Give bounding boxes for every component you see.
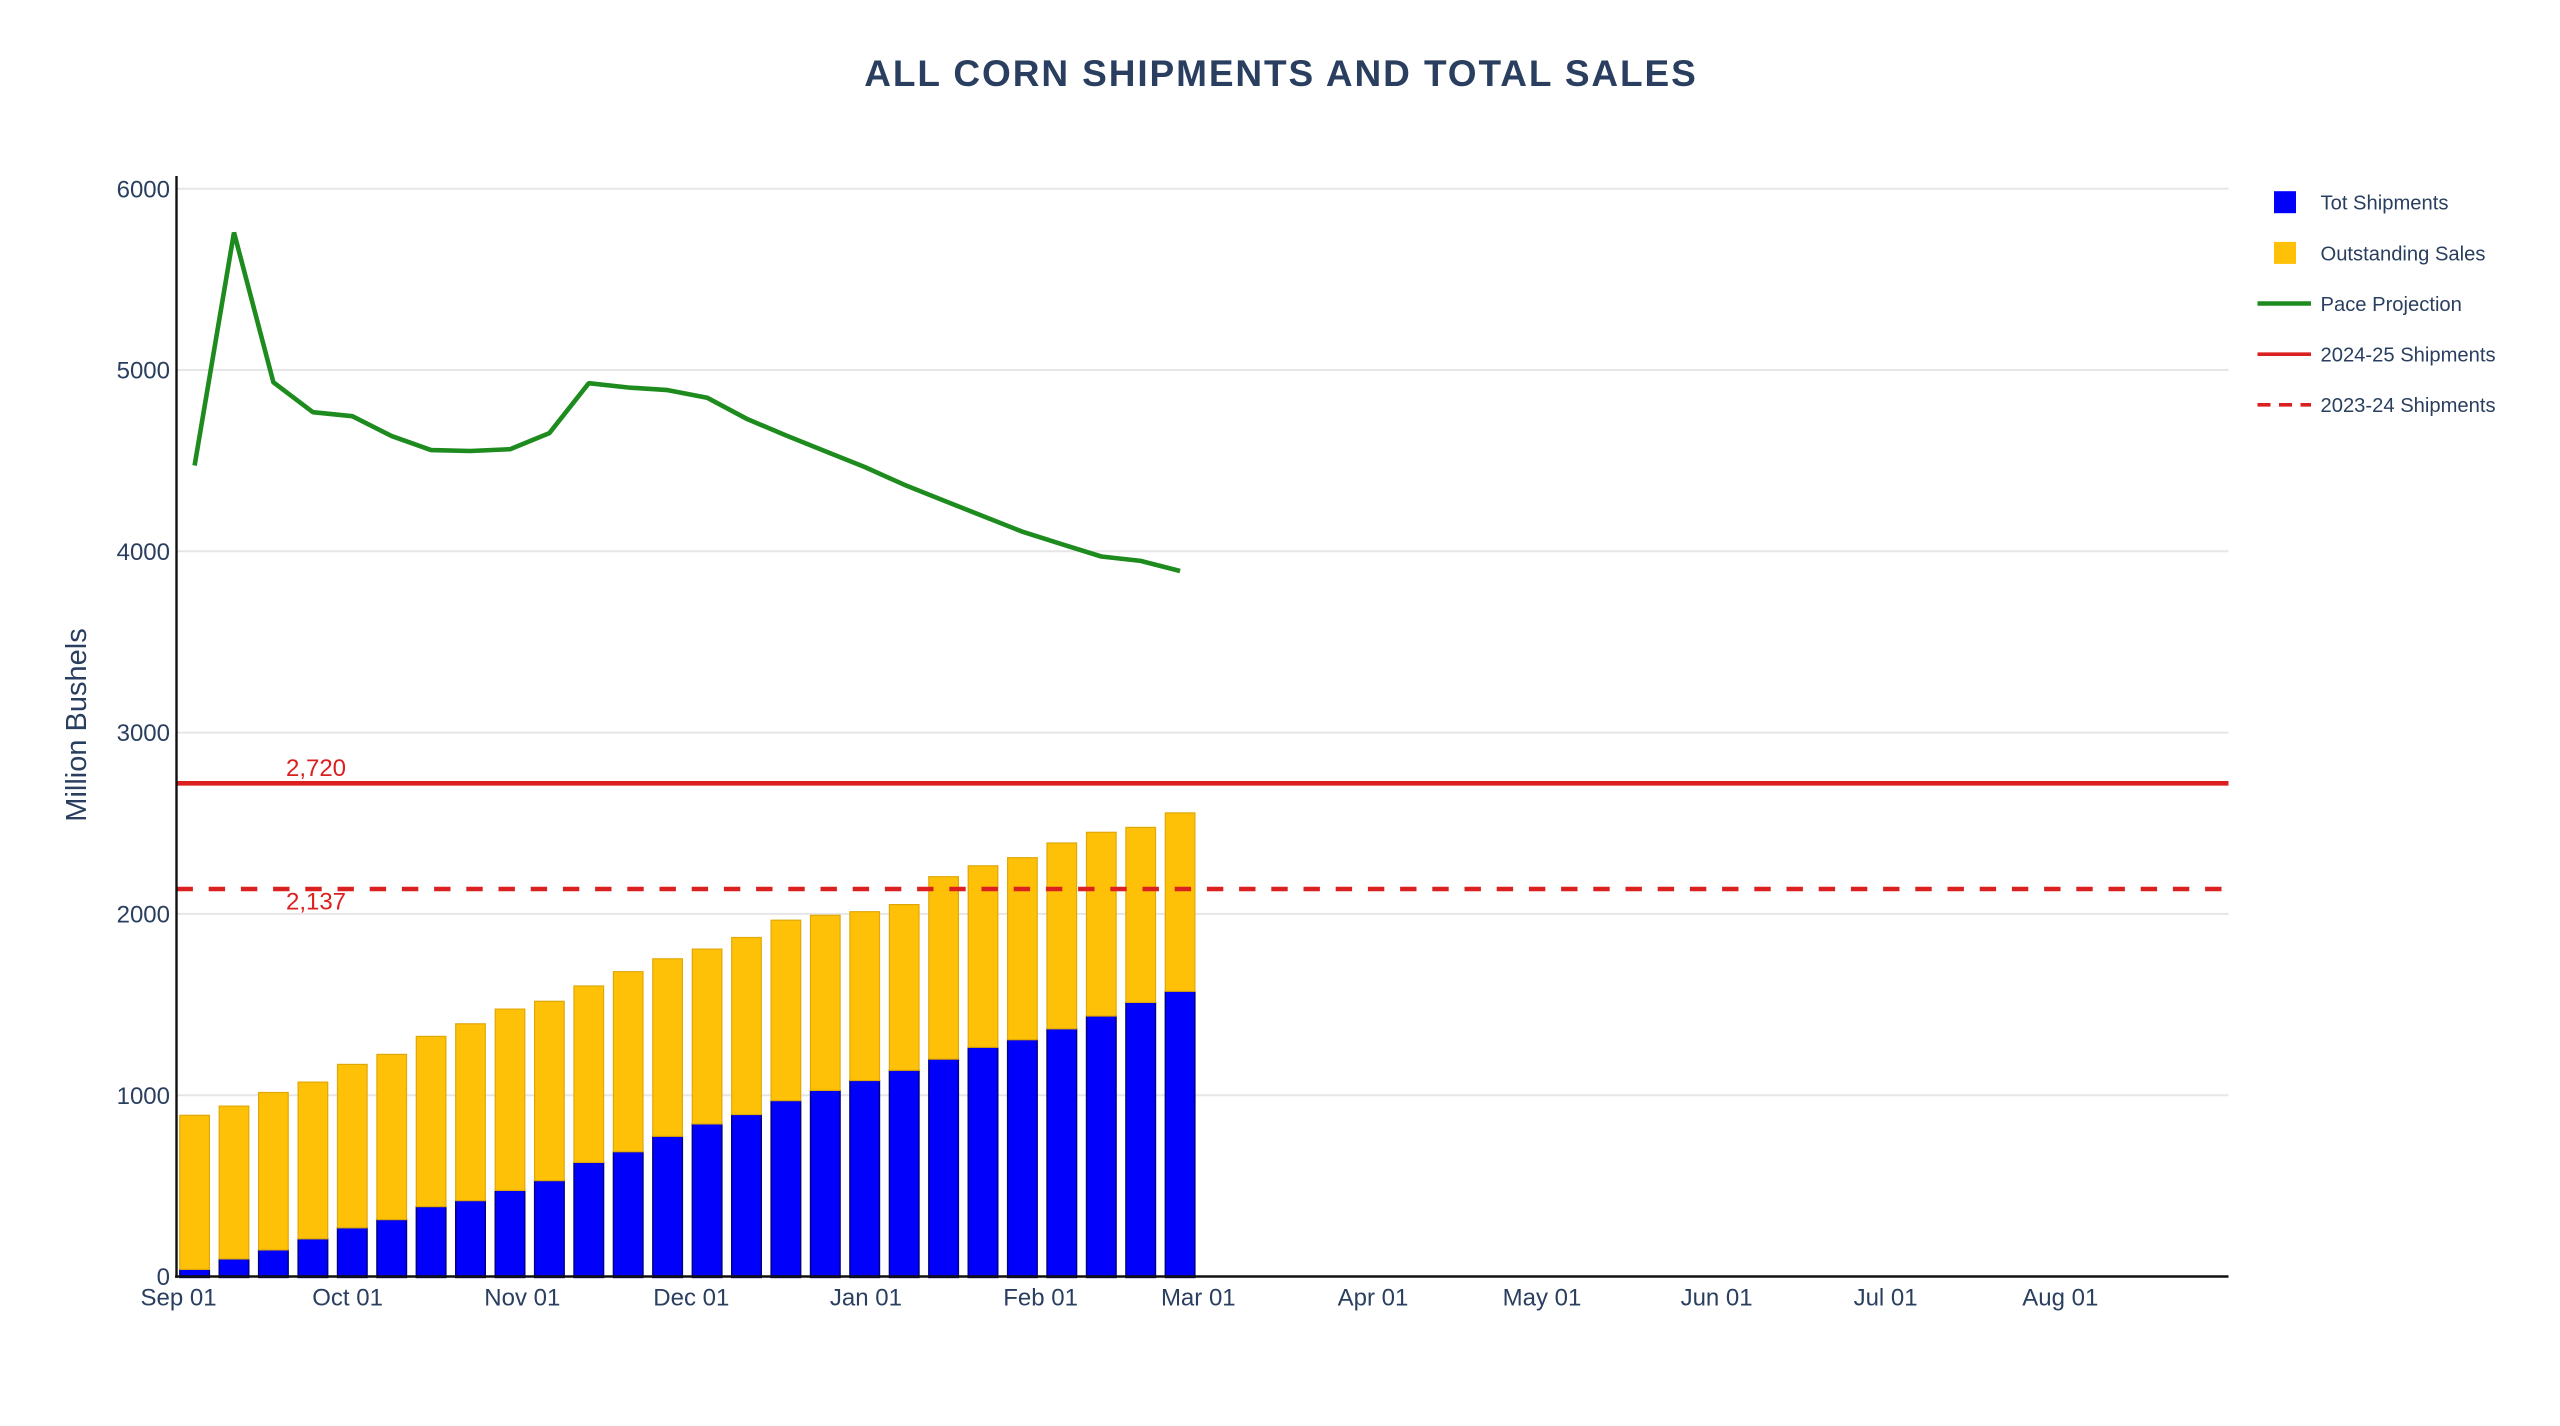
svg-text:5000: 5000 bbox=[117, 358, 170, 385]
svg-text:0: 0 bbox=[157, 1264, 170, 1291]
svg-text:1000: 1000 bbox=[117, 1083, 170, 1110]
svg-text:2024-25 Shipments: 2024-25 Shipments bbox=[2321, 345, 2496, 367]
svg-text:Outstanding Sales: Outstanding Sales bbox=[2321, 243, 2486, 265]
svg-text:Sep 01: Sep 01 bbox=[141, 1285, 217, 1312]
svg-text:Jan 01: Jan 01 bbox=[830, 1285, 902, 1312]
svg-text:ALL CORN SHIPMENTS AND TOTAL S: ALL CORN SHIPMENTS AND TOTAL SALES bbox=[864, 53, 1697, 94]
svg-text:6000: 6000 bbox=[117, 176, 170, 203]
svg-text:4000: 4000 bbox=[117, 539, 170, 566]
svg-text:Apr 01: Apr 01 bbox=[1338, 1285, 1409, 1312]
svg-text:Jul 01: Jul 01 bbox=[1854, 1285, 1918, 1312]
svg-text:Dec 01: Dec 01 bbox=[653, 1285, 729, 1312]
svg-text:Nov 01: Nov 01 bbox=[484, 1285, 560, 1312]
svg-text:Pace Projection: Pace Projection bbox=[2321, 294, 2462, 316]
svg-text:Tot Shipments: Tot Shipments bbox=[2321, 193, 2449, 215]
svg-text:Mar 01: Mar 01 bbox=[1161, 1285, 1236, 1312]
svg-text:May 01: May 01 bbox=[1503, 1285, 1582, 1312]
svg-text:2,720: 2,720 bbox=[286, 755, 346, 782]
svg-text:Oct 01: Oct 01 bbox=[312, 1285, 383, 1312]
svg-text:2023-24 Shipments: 2023-24 Shipments bbox=[2321, 395, 2496, 417]
svg-text:Million Bushels: Million Bushels bbox=[61, 628, 93, 821]
svg-text:2000: 2000 bbox=[117, 902, 170, 929]
svg-text:Jun 01: Jun 01 bbox=[1681, 1285, 1753, 1312]
svg-text:Feb 01: Feb 01 bbox=[1003, 1285, 1078, 1312]
svg-text:3000: 3000 bbox=[117, 720, 170, 747]
svg-text:Aug 01: Aug 01 bbox=[2022, 1285, 2098, 1312]
svg-text:2,137: 2,137 bbox=[286, 889, 346, 916]
